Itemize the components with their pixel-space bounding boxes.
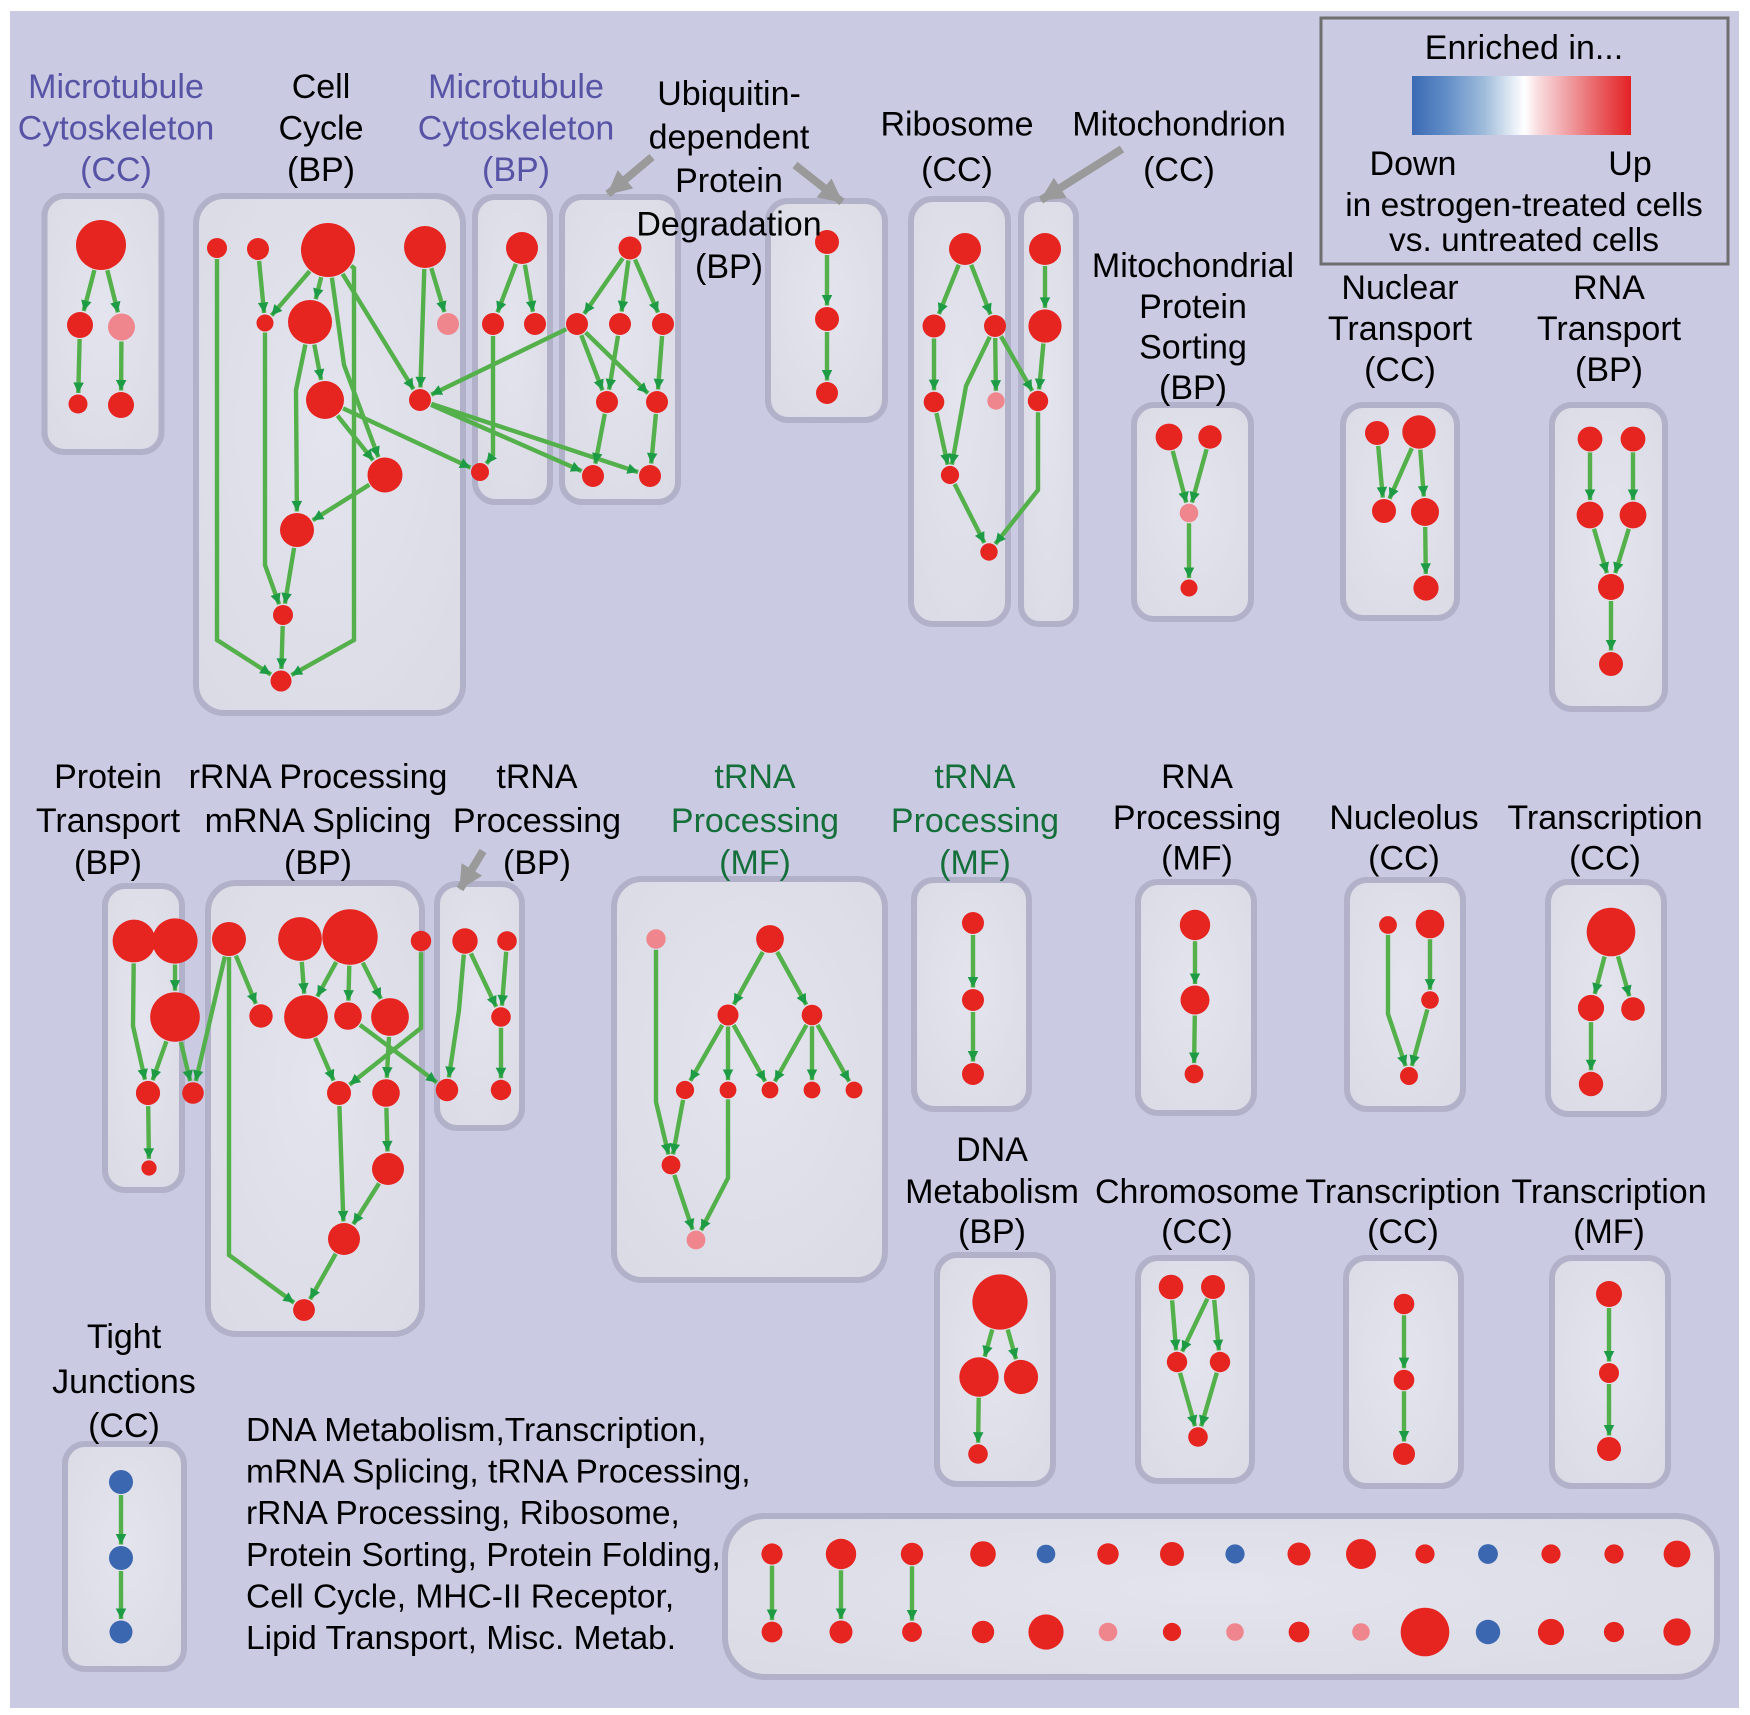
svg-text:Transport: Transport — [1328, 310, 1473, 348]
svg-text:Mitochondrion: Mitochondrion — [1072, 106, 1286, 144]
svg-text:(BP): (BP) — [958, 1213, 1026, 1251]
svg-text:(CC): (CC) — [1367, 1213, 1439, 1251]
svg-text:Metabolism: Metabolism — [905, 1173, 1079, 1211]
svg-text:mRNA Splicing: mRNA Splicing — [205, 802, 432, 840]
svg-text:DNA Metabolism,Transcription,: DNA Metabolism,Transcription, — [246, 1412, 706, 1449]
svg-text:Microtubule: Microtubule — [428, 68, 604, 106]
svg-text:Processing: Processing — [453, 802, 621, 840]
svg-text:Ribosome: Ribosome — [880, 106, 1033, 144]
svg-text:(CC): (CC) — [1364, 351, 1436, 389]
svg-text:Ubiquitin-: Ubiquitin- — [657, 75, 801, 113]
svg-text:Tight: Tight — [87, 1318, 162, 1356]
svg-text:Sorting: Sorting — [1139, 329, 1247, 367]
svg-text:(BP): (BP) — [1159, 369, 1227, 407]
svg-text:Processing: Processing — [671, 802, 839, 840]
svg-text:Cell: Cell — [292, 68, 351, 106]
svg-text:(CC): (CC) — [1569, 840, 1641, 878]
svg-text:(BP): (BP) — [695, 248, 763, 286]
svg-text:Transport: Transport — [1537, 310, 1682, 348]
svg-text:Up: Up — [1608, 145, 1651, 183]
svg-text:Processing: Processing — [891, 802, 1059, 840]
svg-text:Protein: Protein — [1139, 288, 1247, 326]
svg-text:dependent: dependent — [649, 119, 810, 157]
svg-text:RNA: RNA — [1161, 758, 1233, 796]
svg-text:(MF): (MF) — [939, 844, 1011, 882]
svg-text:vs. untreated cells: vs. untreated cells — [1389, 222, 1659, 259]
svg-text:Transcription: Transcription — [1511, 1173, 1706, 1211]
svg-text:tRNA: tRNA — [714, 758, 796, 796]
svg-text:Degradation: Degradation — [636, 206, 821, 244]
svg-text:Transport: Transport — [36, 802, 181, 840]
svg-text:mRNA Splicing, tRNA Processing: mRNA Splicing, tRNA Processing, — [246, 1454, 751, 1491]
svg-text:(BP): (BP) — [1575, 351, 1643, 389]
svg-text:(MF): (MF) — [1161, 840, 1233, 878]
svg-text:rRNA Processing: rRNA Processing — [189, 758, 448, 796]
svg-text:Cell Cycle, MHC-II Receptor,: Cell Cycle, MHC-II Receptor, — [246, 1578, 674, 1615]
svg-text:Microtubule: Microtubule — [28, 68, 204, 106]
svg-text:Protein: Protein — [54, 758, 162, 796]
svg-text:Cytoskeleton: Cytoskeleton — [18, 110, 215, 148]
svg-text:rRNA Processing, Ribosome,: rRNA Processing, Ribosome, — [246, 1495, 680, 1532]
svg-text:RNA: RNA — [1573, 269, 1645, 307]
svg-text:Protein: Protein — [675, 162, 783, 200]
svg-text:(BP): (BP) — [503, 844, 571, 882]
svg-text:(CC): (CC) — [88, 1407, 160, 1445]
svg-text:(CC): (CC) — [921, 151, 993, 189]
svg-text:(BP): (BP) — [482, 151, 550, 189]
svg-text:(CC): (CC) — [1143, 151, 1215, 189]
svg-text:Cycle: Cycle — [278, 110, 363, 148]
svg-text:(CC): (CC) — [80, 151, 152, 189]
svg-text:(MF): (MF) — [719, 844, 791, 882]
svg-text:Processing: Processing — [1113, 799, 1281, 837]
svg-text:Transcription: Transcription — [1507, 799, 1702, 837]
svg-text:Lipid Transport, Misc. Metab.: Lipid Transport, Misc. Metab. — [246, 1620, 676, 1657]
svg-text:Enriched in...: Enriched in... — [1425, 29, 1623, 67]
svg-text:(CC): (CC) — [1161, 1213, 1233, 1251]
svg-text:Nucleolus: Nucleolus — [1329, 799, 1478, 837]
svg-text:(MF): (MF) — [1573, 1213, 1645, 1251]
svg-text:(BP): (BP) — [74, 844, 142, 882]
svg-text:(BP): (BP) — [284, 844, 352, 882]
svg-text:DNA: DNA — [956, 1131, 1028, 1169]
svg-text:Nuclear: Nuclear — [1341, 269, 1458, 307]
svg-text:Chromosome: Chromosome — [1095, 1173, 1299, 1211]
svg-text:(BP): (BP) — [287, 151, 355, 189]
svg-text:Down: Down — [1370, 145, 1457, 183]
svg-text:tRNA: tRNA — [496, 758, 578, 796]
svg-text:Junctions: Junctions — [52, 1363, 196, 1401]
svg-text:tRNA: tRNA — [934, 758, 1016, 796]
svg-text:Protein Sorting, Protein Foldi: Protein Sorting, Protein Folding, — [246, 1537, 721, 1574]
svg-text:(CC): (CC) — [1368, 840, 1440, 878]
svg-text:Cytoskeleton: Cytoskeleton — [418, 110, 615, 148]
svg-text:Mitochondrial: Mitochondrial — [1092, 247, 1294, 285]
svg-text:Transcription: Transcription — [1305, 1173, 1500, 1211]
svg-text:in estrogen-treated cells: in estrogen-treated cells — [1345, 187, 1703, 224]
